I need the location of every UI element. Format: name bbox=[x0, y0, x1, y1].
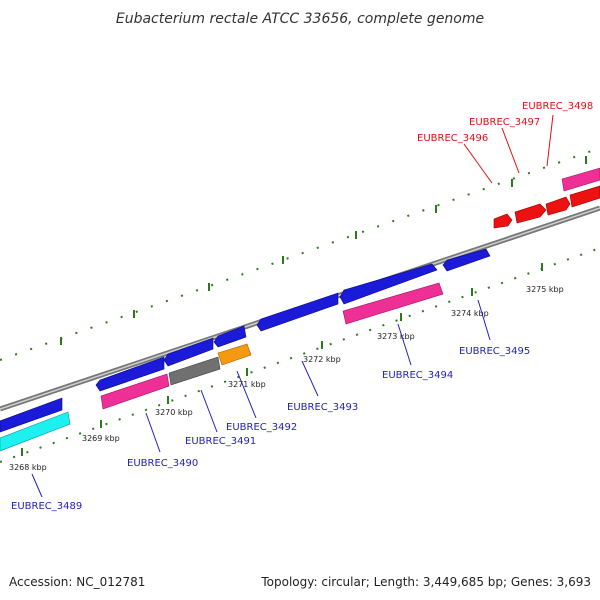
tick-label: 3270 kbp bbox=[155, 408, 193, 417]
gene-feature[interactable] bbox=[342, 282, 444, 325]
tick-labels: 3268 kbp 3269 kbp 3270 kbp 3271 kbp 3272… bbox=[9, 285, 564, 472]
gene-label[interactable]: EUBREC_3489 bbox=[11, 501, 82, 512]
gene-feature[interactable] bbox=[514, 203, 547, 224]
gene-label[interactable]: EUBREC_3496 bbox=[417, 133, 488, 144]
gene-labels: EUBREC_3489 EUBREC_3490 EUBREC_3491 EUBR… bbox=[11, 101, 593, 512]
gene-label[interactable]: EUBREC_3492 bbox=[226, 422, 297, 433]
gene-feature[interactable] bbox=[569, 185, 600, 208]
outer-dotted-ring bbox=[0, 147, 600, 361]
gene-feature[interactable] bbox=[217, 343, 252, 366]
genome-summary-text: Topology: circular; Length: 3,449,685 bp… bbox=[260, 575, 591, 589]
forward-gene-features bbox=[0, 248, 491, 433]
map-title: Eubacterium rectale ATCC 33656, complete… bbox=[116, 11, 484, 27]
gene-label[interactable]: EUBREC_3495 bbox=[459, 346, 530, 357]
gene-feature[interactable] bbox=[95, 356, 165, 392]
gene-label[interactable]: EUBREC_3490 bbox=[127, 458, 198, 469]
reverse-gene-features bbox=[493, 167, 600, 229]
accession-text: Accession: NC_012781 bbox=[9, 575, 145, 589]
major-ticks bbox=[21, 156, 587, 456]
gene-feature[interactable] bbox=[561, 167, 600, 192]
gene-label[interactable]: EUBREC_3491 bbox=[185, 436, 256, 447]
tick-label: 3275 kbp bbox=[526, 285, 564, 294]
gene-label[interactable]: EUBREC_3498 bbox=[522, 101, 593, 112]
gene-feature[interactable] bbox=[0, 411, 71, 452]
tick-label: 3273 kbp bbox=[377, 332, 415, 341]
tick-label: 3269 kbp bbox=[82, 434, 120, 443]
gene-feature[interactable] bbox=[545, 196, 571, 216]
gene-feature[interactable] bbox=[168, 356, 221, 386]
gene-feature[interactable] bbox=[339, 263, 438, 305]
gene-feature[interactable] bbox=[100, 373, 170, 410]
tick-label: 3268 kbp bbox=[9, 463, 47, 472]
gene-label[interactable]: EUBREC_3497 bbox=[469, 117, 540, 128]
tick-label: 3271 kbp bbox=[228, 380, 266, 389]
forward-leader-lines bbox=[31, 299, 491, 498]
gene-feature[interactable] bbox=[0, 397, 63, 433]
gene-feature[interactable] bbox=[442, 248, 491, 272]
gene-label[interactable]: EUBREC_3494 bbox=[382, 370, 453, 381]
reverse-leader-lines bbox=[463, 114, 554, 184]
gene-feature[interactable] bbox=[213, 325, 247, 348]
tick-label: 3272 kbp bbox=[303, 355, 341, 364]
tick-label: 3274 kbp bbox=[451, 309, 489, 318]
gene-label[interactable]: EUBREC_3493 bbox=[287, 402, 358, 413]
gene-feature[interactable] bbox=[256, 292, 339, 332]
inner-lane-features bbox=[0, 282, 444, 452]
gene-feature[interactable] bbox=[163, 337, 214, 367]
gene-feature[interactable] bbox=[493, 213, 513, 229]
